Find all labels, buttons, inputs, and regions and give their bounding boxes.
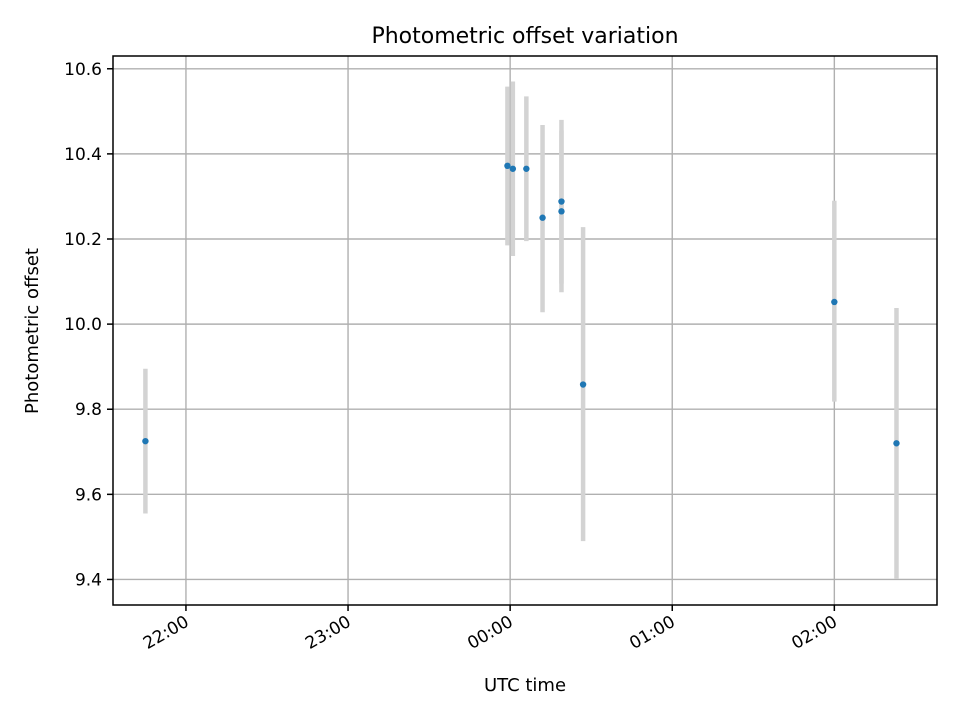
data-point xyxy=(504,162,511,169)
y-tick-label: 10.6 xyxy=(64,60,102,80)
y-tick-label: 10.0 xyxy=(64,315,102,335)
y-tick-label: 10.4 xyxy=(64,145,102,165)
chart-title: Photometric offset variation xyxy=(371,24,678,49)
data-point xyxy=(509,165,517,172)
data-points xyxy=(142,162,900,447)
y-axis-label: Photometric offset xyxy=(22,248,43,414)
data-point xyxy=(831,298,838,306)
data-point xyxy=(579,381,587,388)
y-tick-label: 10.2 xyxy=(64,230,102,250)
plot-frame xyxy=(112,55,938,606)
y-tick-label: 9.8 xyxy=(75,400,102,420)
data-point xyxy=(558,208,565,215)
data-point xyxy=(893,440,900,447)
data-point xyxy=(539,214,546,221)
data-point xyxy=(142,437,149,445)
x-axis-label: UTC time xyxy=(484,675,566,696)
data-point xyxy=(558,198,565,205)
y-tick-label: 9.4 xyxy=(75,570,102,590)
y-tick-label: 9.6 xyxy=(75,485,102,505)
data-point xyxy=(523,165,530,172)
